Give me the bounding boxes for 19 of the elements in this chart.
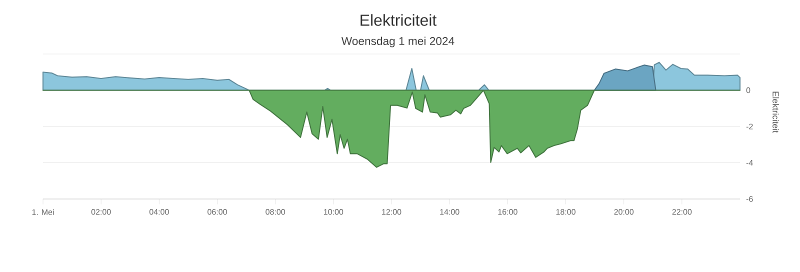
x-tick-label: 04:00 <box>149 209 169 215</box>
chart-title: Elektriciteit <box>360 14 437 26</box>
x-tick-label: 06:00 <box>208 209 227 215</box>
x-tick-label: 20:00 <box>614 209 634 215</box>
x-tick-label: 22:00 <box>672 209 692 215</box>
y-tick-label: -6 <box>746 196 753 202</box>
y-axis-title: Elektriciteit <box>772 92 779 133</box>
y-tick-label: -2 <box>746 124 753 130</box>
x-tick-label: 14:00 <box>440 209 460 215</box>
x-tick-label: 18:00 <box>556 209 576 215</box>
chart-subtitle: Woensdag 1 mei 2024 <box>341 36 454 48</box>
x-tick-label: 08:00 <box>266 209 286 215</box>
x-tick-label: 02:00 <box>91 209 111 215</box>
x-tick-label: 12:00 <box>382 209 402 215</box>
y-tick-label: 0 <box>746 87 750 94</box>
x-tick-label: 1. Mei <box>32 209 54 215</box>
x-tick-label: 10:00 <box>324 209 344 215</box>
y-tick-label: -4 <box>746 160 753 166</box>
x-tick-label: 16:00 <box>498 209 518 215</box>
